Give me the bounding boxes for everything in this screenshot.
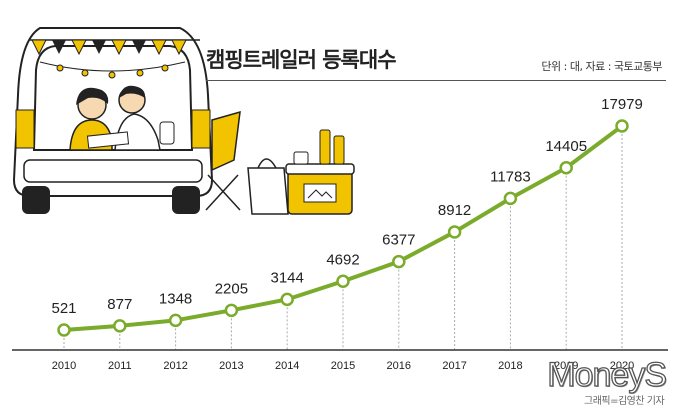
cooler-label	[303, 183, 337, 203]
data-point	[168, 313, 183, 328]
wheel-shape	[172, 186, 200, 214]
data-point	[615, 119, 629, 133]
data-label: 8912	[438, 202, 471, 219]
x-tick-label: 2016	[387, 360, 411, 372]
light-bulb	[136, 69, 144, 77]
bunting-flag	[92, 40, 106, 54]
data-label: 2205	[215, 280, 248, 297]
light-bulb	[161, 64, 169, 72]
tote-handle	[257, 158, 277, 169]
camping-illustration	[12, 27, 355, 215]
mug-shape	[293, 151, 309, 165]
data-labels: 521 877 1348 2205 3144 4692 6377 8912 11783 14405…	[51, 96, 642, 317]
x-tick-labels: 2010 2011 2012 2013 2014 2015 2016 2017 2018 2019…	[52, 360, 634, 372]
data-label: 521	[51, 300, 76, 317]
bumper-shape	[23, 159, 203, 183]
dash-lines	[63, 126, 623, 350]
light-bulb	[56, 64, 64, 72]
series-line	[63, 124, 624, 332]
data-label: 17979	[601, 96, 643, 113]
data-label: 1348	[159, 290, 192, 307]
trunk-opening	[32, 45, 194, 151]
x-tick-label: 2018	[498, 360, 522, 372]
data-point	[224, 303, 239, 318]
cooler-lid	[285, 163, 355, 175]
bunting-flag	[52, 40, 66, 54]
data-label: 14405	[545, 138, 587, 155]
x-tick-label: 2011	[108, 360, 132, 372]
data-point	[503, 191, 518, 206]
tail-light	[191, 109, 211, 149]
data-label: 6377	[382, 232, 415, 249]
person-hair	[76, 87, 109, 105]
cooler-label-mark	[307, 189, 333, 199]
tail-light	[15, 109, 35, 149]
bottle-shape	[333, 135, 345, 165]
bunting-flag	[71, 39, 87, 56]
title-divider	[206, 80, 666, 81]
bunting-flag	[132, 40, 146, 54]
data-label: 11783	[490, 168, 531, 185]
data-point	[392, 254, 406, 269]
chair-leg	[205, 174, 241, 211]
bunting-flag	[171, 39, 187, 56]
x-tick-label: 2014	[275, 360, 299, 372]
x-tick-label: 2012	[163, 360, 187, 372]
wheel-shape	[22, 186, 50, 214]
light-string	[39, 61, 186, 72]
graphic-credit: 그래픽=김영찬 기자	[584, 396, 665, 407]
person-hair	[119, 85, 146, 98]
data-point	[447, 225, 462, 239]
x-tick-label: 2017	[442, 360, 466, 372]
light-bulb	[108, 71, 116, 79]
bunting-flag	[151, 39, 167, 56]
bottle-shape	[319, 129, 331, 165]
data-point	[280, 292, 294, 307]
data-point	[559, 161, 573, 175]
x-tick-label: 2013	[219, 360, 243, 372]
chart-title: 캠핑트레일러 등록대수	[206, 48, 397, 72]
x-tick-label: 2019	[554, 360, 578, 372]
x-tick-label: 2020	[610, 360, 634, 372]
data-label: 4692	[326, 251, 359, 268]
bunting-flag	[31, 39, 47, 56]
bunting-flag	[111, 39, 127, 56]
tote-bag-shape	[247, 167, 289, 215]
data-point	[336, 274, 350, 289]
x-tick-label: 2010	[52, 360, 76, 372]
data-point	[57, 323, 71, 337]
light-bulb	[81, 69, 89, 77]
x-tick-label: 2015	[331, 360, 355, 372]
lantern-shape	[159, 121, 175, 145]
data-label: 3144	[271, 269, 304, 286]
source-note: 단위 : 대, 자료 : 국토교통부	[541, 60, 662, 73]
watermark-logo: MoneyS	[547, 355, 668, 394]
data-points	[57, 119, 629, 337]
chair-shape	[211, 110, 241, 172]
data-label: 877	[107, 296, 132, 313]
data-point	[113, 319, 127, 333]
book-shape	[86, 131, 130, 149]
